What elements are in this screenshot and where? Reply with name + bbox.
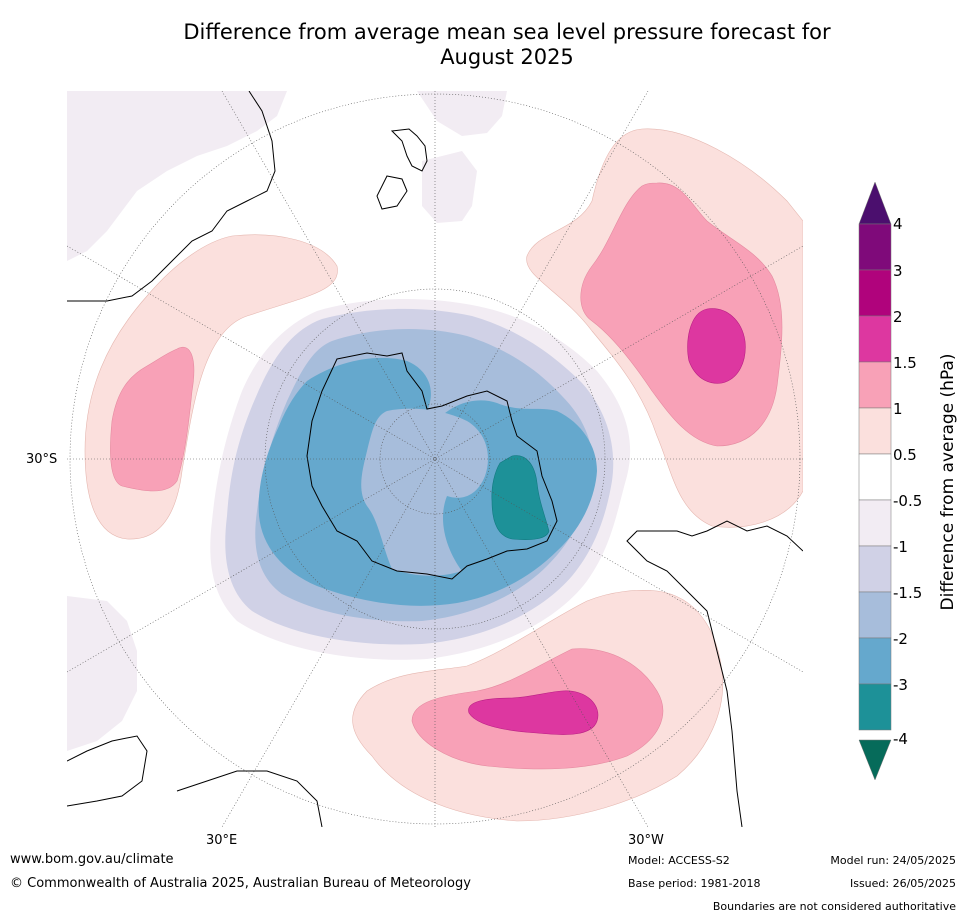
antarctica-coast bbox=[306, 352, 558, 580]
anomaly-region-p15-south bbox=[468, 690, 599, 735]
anomaly-region-m15-pole bbox=[361, 408, 488, 576]
africa-coast bbox=[626, 520, 803, 827]
footer-issued: Issued: 26/05/2025 bbox=[849, 877, 956, 890]
anomaly-region-m05-ne-small bbox=[417, 91, 507, 136]
colorbar-tick-3: 3 bbox=[893, 262, 903, 280]
colorbar-tick-m0.5: -0.5 bbox=[893, 492, 922, 510]
anomaly-region-p1-east bbox=[580, 182, 783, 447]
anomaly-region-m05-nw bbox=[67, 91, 287, 261]
colorbar-swatch-2-3 bbox=[858, 269, 892, 317]
colorbar-swatch-m3-4 bbox=[858, 683, 892, 731]
footer-url[interactable]: www.bom.gov.au/climate bbox=[10, 852, 174, 867]
colorbar-tick-4: 4 bbox=[893, 215, 903, 233]
colorbar-tick-2: 2 bbox=[893, 308, 903, 326]
longitude-label-30e: 30°E bbox=[206, 833, 238, 848]
anomaly-region-m05-sw bbox=[67, 596, 137, 751]
anomaly-region-p1-west bbox=[110, 347, 195, 492]
colorbar-tick-m4: -4 bbox=[893, 730, 908, 748]
colorbar-swatches bbox=[858, 181, 892, 781]
australia-coast bbox=[67, 735, 323, 827]
anomaly-region-p15-east bbox=[687, 308, 746, 384]
colorbar-tick-m2: -2 bbox=[893, 630, 908, 648]
meridian-line-5 bbox=[67, 245, 803, 673]
meridian-line-6 bbox=[67, 245, 803, 673]
footer-disclaimer: Boundaries are not considered authoritat… bbox=[712, 900, 956, 913]
new-zealand-coast bbox=[376, 128, 428, 210]
colorbar-tick-m1: -1 bbox=[893, 538, 908, 556]
anomaly-region-m05-nz bbox=[422, 151, 477, 223]
colorbar-swatch-m0.5-1 bbox=[858, 499, 892, 547]
colorbar-tick-m3: -3 bbox=[893, 676, 908, 694]
colorbar-swatch-3-4 bbox=[858, 223, 892, 271]
colorbar-tick-1.5: 1.5 bbox=[893, 354, 917, 372]
pressure-anomaly-map bbox=[67, 91, 803, 827]
footer-copyright: © Commonwealth of Australia 2025, Austra… bbox=[10, 876, 471, 891]
footer-model-run: Model run: 24/05/2025 bbox=[830, 854, 956, 867]
colorbar-swatch-1-1.5 bbox=[858, 361, 892, 409]
colorbar-extend-bottom bbox=[858, 739, 892, 781]
meridian-line-4 bbox=[221, 91, 649, 827]
footer-base-period: Base period: 1981-2018 bbox=[628, 877, 761, 890]
south-america-coast bbox=[67, 91, 276, 302]
colorbar-extend-top bbox=[858, 181, 892, 225]
colorbar-swatch-m1-1.5 bbox=[858, 545, 892, 593]
title-line-1: Difference from average mean sea level p… bbox=[183, 20, 831, 44]
colorbar-swatch-0.5-1 bbox=[858, 407, 892, 455]
colorbar-tick-m1.5: -1.5 bbox=[893, 584, 922, 602]
colorbar-tick-0.5: 0.5 bbox=[893, 446, 917, 464]
colorbar-tick-1: 1 bbox=[893, 400, 903, 418]
colorbar-swatch-m2-3 bbox=[858, 637, 892, 685]
colorbar-swatch-m1.5-2 bbox=[858, 591, 892, 639]
longitude-label-30w: 30°W bbox=[628, 833, 664, 848]
map-title: Difference from average mean sea level p… bbox=[0, 20, 965, 70]
footer-model: Model: ACCESS-S2 bbox=[628, 854, 730, 867]
colorbar-swatch-neutral bbox=[858, 453, 892, 501]
anomaly-region-m3 bbox=[491, 455, 550, 541]
colorbar: 4 3 2 1.5 1 0.5 -0.5 -1 -1.5 -2 -3 -4 Di… bbox=[858, 181, 958, 781]
meridian-line-3 bbox=[221, 91, 649, 827]
title-line-2: August 2025 bbox=[440, 45, 574, 69]
latitude-label-30s: 30°S bbox=[26, 452, 58, 467]
colorbar-label: Difference from average (hPa) bbox=[938, 354, 958, 611]
colorbar-swatch-1.5-2 bbox=[858, 315, 892, 363]
